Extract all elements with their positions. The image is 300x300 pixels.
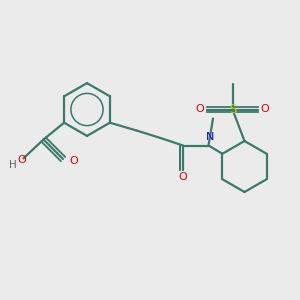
Text: O: O bbox=[69, 155, 78, 166]
Text: S: S bbox=[229, 103, 236, 116]
Text: O: O bbox=[196, 104, 205, 115]
Text: O: O bbox=[260, 104, 269, 115]
Text: N: N bbox=[206, 131, 214, 142]
Text: H: H bbox=[9, 160, 17, 170]
Text: O: O bbox=[178, 172, 188, 182]
Text: O: O bbox=[18, 155, 26, 165]
